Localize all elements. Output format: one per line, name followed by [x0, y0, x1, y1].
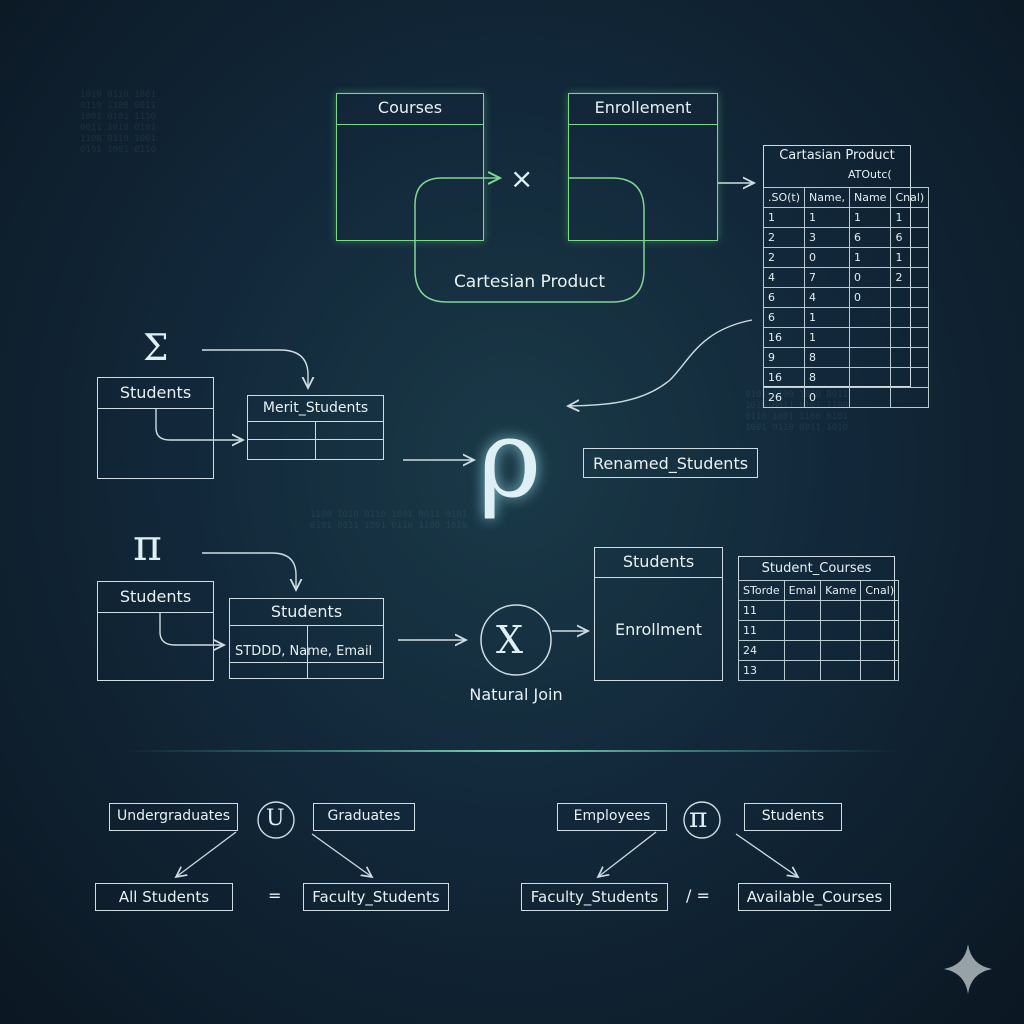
- sigma-icon: Σ: [143, 328, 169, 369]
- undergraduates-box: [109, 803, 238, 831]
- selection-source-title: Students: [119, 383, 192, 402]
- cartesian-caption: Cartesian Product: [453, 272, 606, 292]
- projection-target-columns: STDDD, Name, Email: [235, 644, 373, 659]
- cartesian-loop: [414, 177, 645, 303]
- all-students-label: All Students: [118, 888, 210, 906]
- all-students-box: [95, 883, 233, 911]
- table-row: 26 0: [762, 387, 930, 408]
- table-header-cell: .SO(t): [762, 187, 806, 208]
- join-enrollment-label: Enrollment: [615, 620, 702, 639]
- undergraduates-label: Undergraduates: [116, 808, 231, 824]
- table-header-cell: Kame: [820, 580, 862, 601]
- table-header-cell: Emal: [783, 580, 822, 601]
- union-equals: =: [268, 886, 282, 905]
- table-cell: [890, 387, 930, 408]
- table-cell: [783, 660, 822, 681]
- difference-faculty-students-label: Faculty_Students: [530, 888, 659, 906]
- projection-source-box: [97, 581, 214, 681]
- table-cell: 0: [804, 387, 850, 408]
- available-courses-box: [738, 883, 891, 911]
- rho-icon: ρ: [478, 397, 542, 522]
- selection-source-box: [97, 377, 214, 479]
- background-pattern: 1010 0110 1001 0110 1100 0011 1001 0101 …: [80, 90, 156, 155]
- union-circle: [257, 801, 295, 839]
- graduates-label: Graduates: [327, 808, 401, 824]
- projection-source-title: Students: [119, 587, 192, 606]
- employees-label: Employees: [573, 808, 651, 824]
- union-faculty-students-box: [303, 883, 449, 911]
- difference-faculty-students-box: [521, 883, 668, 911]
- table-row: 13: [738, 660, 900, 681]
- table-header-cell: Name,: [804, 187, 850, 208]
- table-cell: 13: [738, 660, 785, 681]
- union-faculty-students-label: Faculty_Students: [312, 888, 440, 906]
- table-cell: [848, 387, 892, 408]
- table-row: 11: [738, 620, 900, 641]
- table-cell: 0: [848, 287, 892, 308]
- courses-box: [336, 93, 484, 241]
- natural-join-caption: Natural Join: [469, 685, 563, 704]
- table-row: 16 8: [762, 367, 930, 388]
- table-cell: 0: [848, 267, 892, 288]
- student-courses-title: Student_Courses: [761, 561, 872, 576]
- difference-circle: [683, 801, 721, 839]
- union-icon: U: [266, 806, 285, 831]
- table-cell: 26: [762, 387, 806, 408]
- table-row: 24: [738, 640, 900, 661]
- table-cell: 16: [762, 367, 806, 388]
- merit-students-table: [247, 395, 384, 460]
- projection-target-title: Students: [270, 602, 343, 621]
- cartesian-arrow-in: [414, 178, 500, 240]
- cartesian-result-subheader: ATOutc(: [848, 168, 892, 181]
- table-header-cell: Cnal): [860, 580, 900, 601]
- section-divider: [120, 750, 900, 752]
- cartesian-result-title: Cartasian Product: [779, 148, 895, 163]
- table-cell: 24: [738, 640, 785, 661]
- student-courses-grid: STorde Emal Kame Cnal) 11 11 24 13: [738, 580, 900, 681]
- difference-students-label: Students: [761, 808, 825, 824]
- merit-students-title: Merit_Students: [262, 400, 369, 416]
- background-pattern: 1100 1010 0110 1001 0011 0101 0101 0011 …: [310, 510, 468, 531]
- enrollment-title: Enrollement: [594, 98, 692, 117]
- cartesian-operator-icon: ×: [510, 162, 534, 195]
- table-cell: [820, 660, 862, 681]
- graduates-box: [313, 803, 415, 831]
- renamed-students-label: Renamed_Students: [592, 454, 749, 473]
- table-cell: [860, 660, 900, 681]
- projection-target-table: [229, 598, 384, 679]
- difference-students-box: [744, 803, 842, 831]
- natural-join-icon: X: [496, 618, 524, 662]
- available-courses-label: Available_Courses: [746, 888, 883, 906]
- join-result-box: [594, 547, 723, 681]
- courses-title: Courses: [377, 98, 443, 117]
- renamed-students-box: [583, 448, 758, 478]
- difference-icon: π: [689, 801, 708, 834]
- enrollment-box: [568, 93, 718, 241]
- join-students-title: Students: [622, 552, 695, 571]
- natural-join-circle: [480, 604, 552, 676]
- employees-box: [557, 803, 667, 831]
- cartesian-result-grid: .SO(t) Name, Name Cnal) 1 1 1 1 2 3 6 6 2 0 1 1 4 7 0 2 6 4 0 6…: [762, 187, 930, 408]
- pi-icon: π: [133, 520, 162, 571]
- difference-equals: / =: [686, 886, 710, 905]
